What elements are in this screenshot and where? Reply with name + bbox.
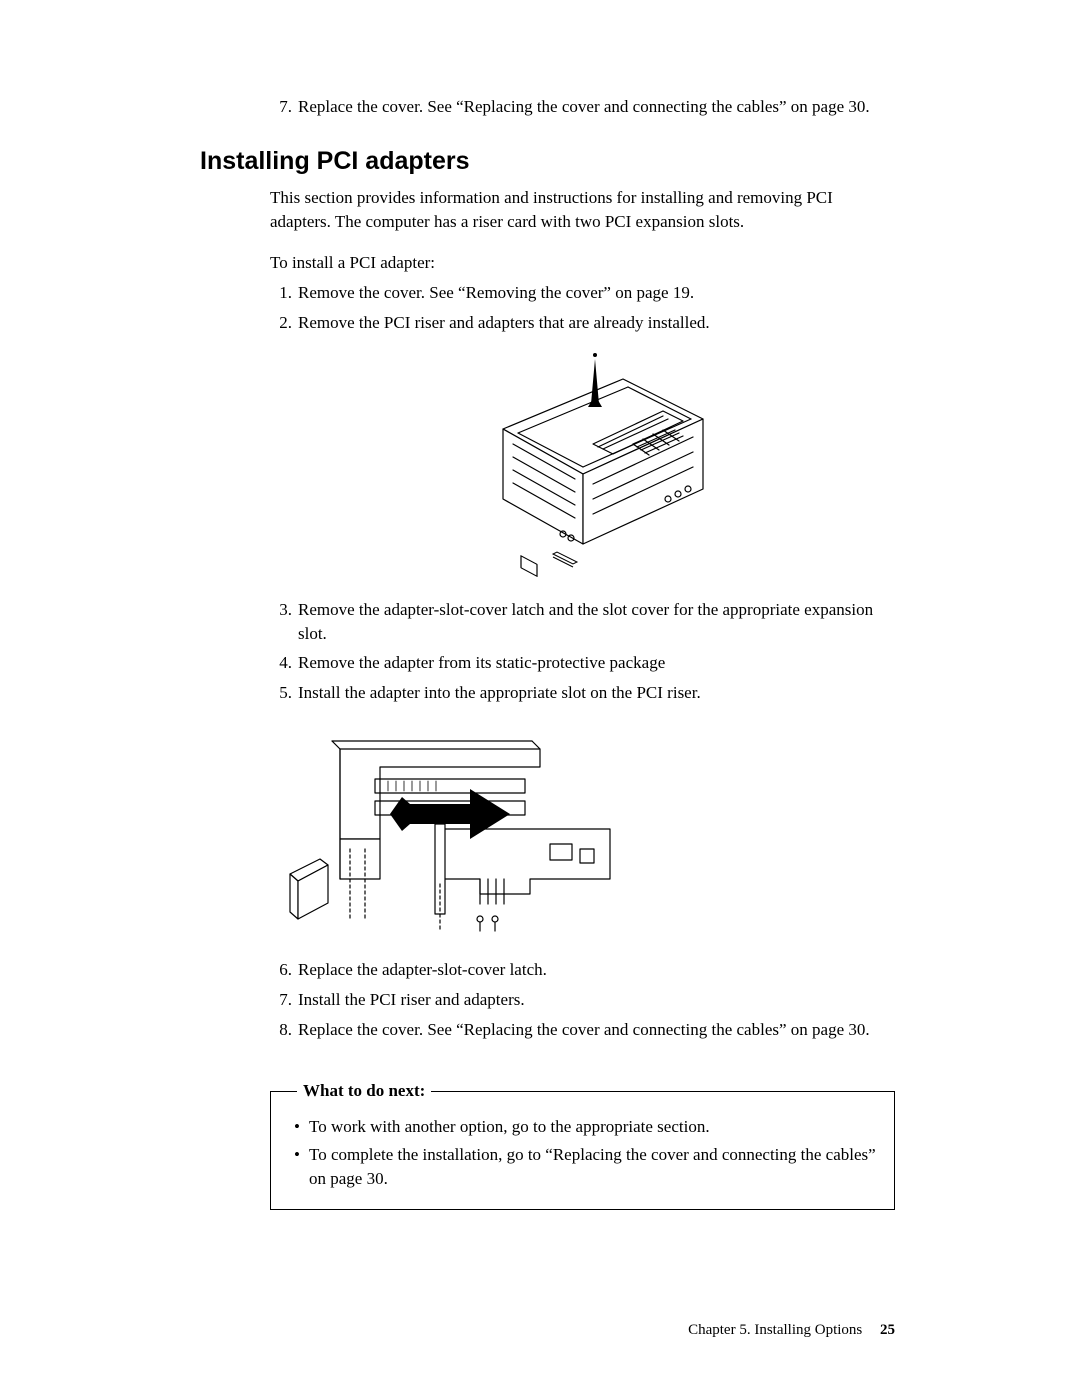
bullet-text: To complete the installation, go to “Rep… [309, 1143, 876, 1191]
step-text: Remove the PCI riser and adapters that a… [298, 311, 895, 335]
step-text: Replace the adapter-slot-cover latch. [298, 958, 895, 982]
step-number: 1. [270, 281, 292, 305]
step-number: 6. [270, 958, 292, 982]
lead-paragraph: To install a PCI adapter: [270, 251, 895, 275]
what-next-box: What to do next: • To work with another … [270, 1081, 895, 1209]
step-number: 5. [270, 681, 292, 705]
step-item: 7. Replace the cover. See “Replacing the… [270, 95, 895, 119]
step-item: 2. Remove the PCI riser and adapters tha… [270, 311, 895, 335]
figure-chassis [270, 349, 895, 584]
section-heading: Installing PCI adapters [200, 147, 895, 176]
bullet-icon: • [289, 1143, 305, 1191]
step-text: Remove the cover. See “Removing the cove… [298, 281, 895, 305]
step-text: Install the PCI riser and adapters. [298, 988, 895, 1012]
bullet-icon: • [289, 1115, 305, 1139]
page-footer: Chapter 5. Installing Options 25 [688, 1322, 895, 1339]
step-item: 8. Replace the cover. See “Replacing the… [270, 1018, 895, 1042]
step-item: 6. Replace the adapter-slot-cover latch. [270, 958, 895, 982]
step-text: Replace the cover. See “Replacing the co… [298, 95, 895, 119]
footer-page-number: 25 [880, 1322, 895, 1338]
bullet-item: • To work with another option, go to the… [289, 1115, 876, 1139]
step-item: 5. Install the adapter into the appropri… [270, 681, 895, 705]
step-number: 7. [270, 95, 292, 119]
figure-riser [280, 719, 895, 944]
step-item: 7. Install the PCI riser and adapters. [270, 988, 895, 1012]
step-item: 1. Remove the cover. See “Removing the c… [270, 281, 895, 305]
bullet-item: • To complete the installation, go to “R… [289, 1143, 876, 1191]
footer-chapter: Chapter 5. Installing Options [688, 1322, 862, 1338]
step-text: Replace the cover. See “Replacing the co… [298, 1018, 895, 1042]
intro-paragraph: This section provides information and in… [270, 186, 895, 234]
step-text: Remove the adapter from its static-prote… [298, 651, 895, 675]
step-item: 4. Remove the adapter from its static-pr… [270, 651, 895, 675]
bullet-text: To work with another option, go to the a… [309, 1115, 710, 1139]
step-number: 7. [270, 988, 292, 1012]
step-text: Install the adapter into the appropriate… [298, 681, 895, 705]
what-next-title: What to do next: [297, 1081, 431, 1101]
step-number: 4. [270, 651, 292, 675]
step-number: 3. [270, 598, 292, 646]
step-number: 2. [270, 311, 292, 335]
step-number: 8. [270, 1018, 292, 1042]
step-item: 3. Remove the adapter-slot-cover latch a… [270, 598, 895, 646]
step-text: Remove the adapter-slot-cover latch and … [298, 598, 895, 646]
